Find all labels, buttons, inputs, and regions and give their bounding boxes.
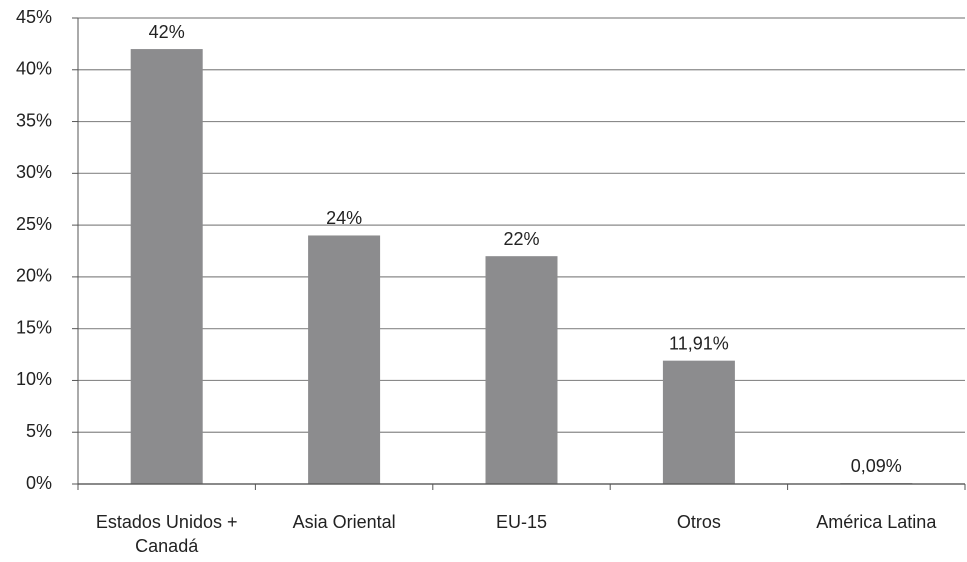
data-label: 22% <box>503 229 539 249</box>
bar <box>662 360 735 484</box>
y-tick-label: 25% <box>16 214 52 234</box>
x-tick-label: EU-15 <box>495 512 548 532</box>
y-tick-label: 45% <box>16 7 52 27</box>
y-tick-label: 10% <box>16 369 52 389</box>
bar <box>308 235 381 484</box>
y-tick-label: 5% <box>26 421 52 441</box>
y-tick-label: 40% <box>16 59 52 79</box>
x-tick-label: Estados Unidos + Canadá <box>95 512 238 556</box>
x-tick-label: Otros <box>676 512 721 532</box>
data-label: 24% <box>326 208 362 228</box>
y-tick-label: 15% <box>16 317 52 337</box>
y-tick-label: 35% <box>16 110 52 130</box>
data-label: 11,91% <box>669 333 729 353</box>
bar <box>130 49 203 485</box>
data-label: 42% <box>149 22 185 42</box>
y-tick-label: 20% <box>16 266 52 286</box>
data-label: 0,09% <box>851 456 902 476</box>
x-tick-label: América Latina <box>816 512 937 532</box>
x-tick-label: Asia Oriental <box>292 512 396 532</box>
y-tick-label: 30% <box>16 162 52 182</box>
bar <box>485 256 558 484</box>
y-tick-label: 0% <box>26 473 52 493</box>
